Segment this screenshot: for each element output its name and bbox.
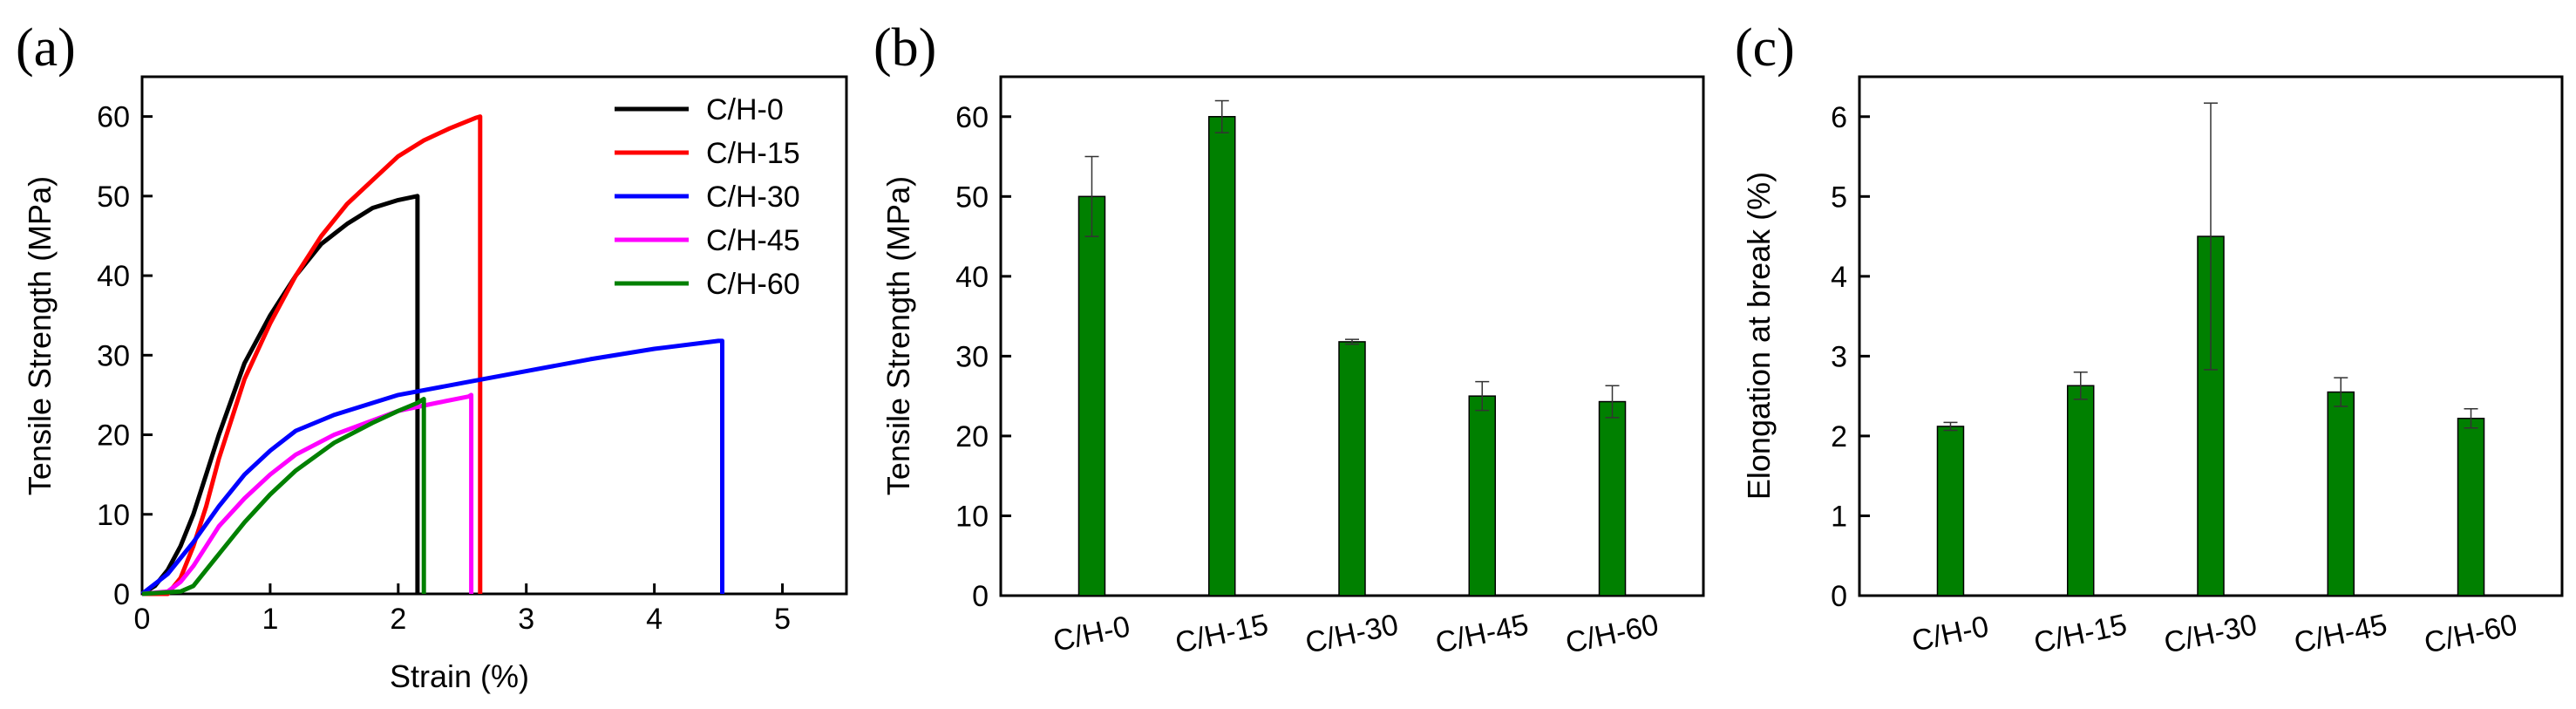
panel-a-x-tick-label: 5: [774, 603, 791, 636]
panel-c-x-tick-label: C/H-0: [1909, 610, 1992, 658]
panel-a-x-tick-label: 2: [390, 603, 406, 636]
panel-b-bar: [1207, 116, 1236, 597]
panel-c-y-tick-label: 4: [1831, 261, 1847, 294]
panel-a-x-tick-label: 1: [262, 603, 278, 636]
panel-c-x-tick-label: C/H-30: [2161, 608, 2260, 660]
panel-b-bar: [1468, 395, 1497, 597]
panel-c-bar: [2197, 235, 2225, 597]
panel-c-bars: [1936, 102, 2485, 597]
panel-c-x-tick-label: C/H-60: [2422, 608, 2520, 660]
panel-a-plot-frame: [140, 75, 848, 596]
panel-b-y-tick-label: 40: [955, 261, 989, 294]
legend-label: C/H-45: [706, 224, 800, 257]
panel-c-x-tick-label: C/H-15: [2031, 608, 2130, 660]
panel-b-y-tick-label: 20: [955, 420, 989, 453]
series-line-c-h-30: [140, 338, 724, 596]
panel-c-bar: [1936, 426, 1965, 597]
panel-c-y-tick-label: 5: [1831, 181, 1847, 214]
panel-b-x-tick-label: C/H-60: [1563, 608, 1662, 660]
panel-b-bar: [1338, 341, 1366, 597]
panel-c-y-tick-label: 2: [1831, 420, 1847, 453]
series-line-c-h-60: [141, 397, 426, 597]
panel-c-y-tick-label: 0: [1831, 580, 1847, 613]
panel-c-x-tick-label: C/H-45: [2291, 608, 2389, 660]
legend-label: C/H-60: [706, 268, 800, 301]
panel-c-label: (c): [1735, 18, 1795, 78]
panel-a-y-tick-label: 40: [97, 260, 130, 293]
panel-c-bar: [2457, 418, 2485, 597]
panel-b-x-tick-label: C/H-15: [1172, 608, 1271, 660]
panel-a-y-tick-label: 60: [97, 101, 130, 134]
panel-b-bar: [1598, 400, 1627, 597]
panel-b-bar: [1077, 195, 1106, 597]
panel-b-bars: [1077, 99, 1627, 597]
panel-a-y-tick-label: 20: [97, 419, 130, 453]
legend-label: C/H-15: [706, 137, 800, 170]
panel-c-y-tick-label: 1: [1831, 500, 1847, 533]
panel-c-y-axis-title: Elongation at break (%): [1741, 172, 1777, 500]
panel-b-x-tick-label: C/H-30: [1302, 608, 1401, 660]
panel-a-label: (a): [16, 18, 76, 78]
panel-b-y-tick-label: 10: [955, 500, 989, 533]
series-line-c-h-15: [142, 114, 483, 597]
panel-a-x-tick-label: 0: [134, 603, 151, 636]
panel-c-elongation-bars: (c) 0 1 2 3 4 5 6 C/H-0 C/H-15 C/H-30 C/H-45 C/H-60…: [1735, 18, 2564, 660]
panel-b-y-tick-label: 0: [972, 580, 989, 613]
panel-a-y-tick-label: 50: [97, 181, 130, 214]
panel-b-y-tick-label: 60: [955, 101, 989, 134]
panel-a-series: [140, 114, 724, 597]
panel-a-y-tick-label: 10: [97, 499, 130, 532]
panel-c-y-tick-label: 3: [1831, 340, 1847, 373]
panel-c-y-tick-label: 6: [1831, 101, 1847, 134]
panel-c-bar: [2066, 385, 2095, 597]
panel-a-legend: C/H-0 C/H-15 C/H-30 C/H-45 C/H-60: [615, 93, 800, 301]
panel-b-y-tick-label: 50: [955, 181, 989, 214]
panel-a-x-axis-title: Strain (%): [390, 658, 529, 694]
panel-b-tensile-strength-bars: (b) 0 10 20 30 40 50 60 C/H-0 C/H-15 C/H-30 C/H-45…: [873, 18, 1705, 660]
panel-b-y-tick-label: 30: [955, 340, 989, 373]
legend-label: C/H-0: [706, 93, 784, 126]
panel-a-y-axis-title: Tensile Strength (MPa): [22, 176, 58, 495]
panel-c-axes: 0 1 2 3 4 5 6 C/H-0 C/H-15 C/H-30 C/H-45 C/H-60: [1831, 101, 2520, 660]
panel-b-label: (b): [873, 18, 936, 78]
series-line-c-h-45: [141, 392, 474, 597]
panel-a-x-tick-label: 4: [646, 603, 663, 636]
panel-b-axes: 0 10 20 30 40 50 60 C/H-0 C/H-15 C/H-30 C/H-45 C/H-…: [955, 101, 1662, 660]
panel-c-bar: [2327, 391, 2355, 597]
panel-b-y-axis-title: Tensile Strength (MPa): [880, 176, 916, 495]
series-line-c-h-0: [140, 194, 420, 597]
panel-a-y-tick-label: 30: [97, 339, 130, 372]
panel-b-x-tick-label: C/H-45: [1432, 608, 1531, 660]
panel-a-y-tick-label: 0: [113, 578, 130, 611]
panel-b-x-tick-label: C/H-0: [1050, 610, 1133, 658]
panel-a-x-tick-label: 3: [518, 603, 534, 636]
legend-label: C/H-30: [706, 181, 800, 214]
